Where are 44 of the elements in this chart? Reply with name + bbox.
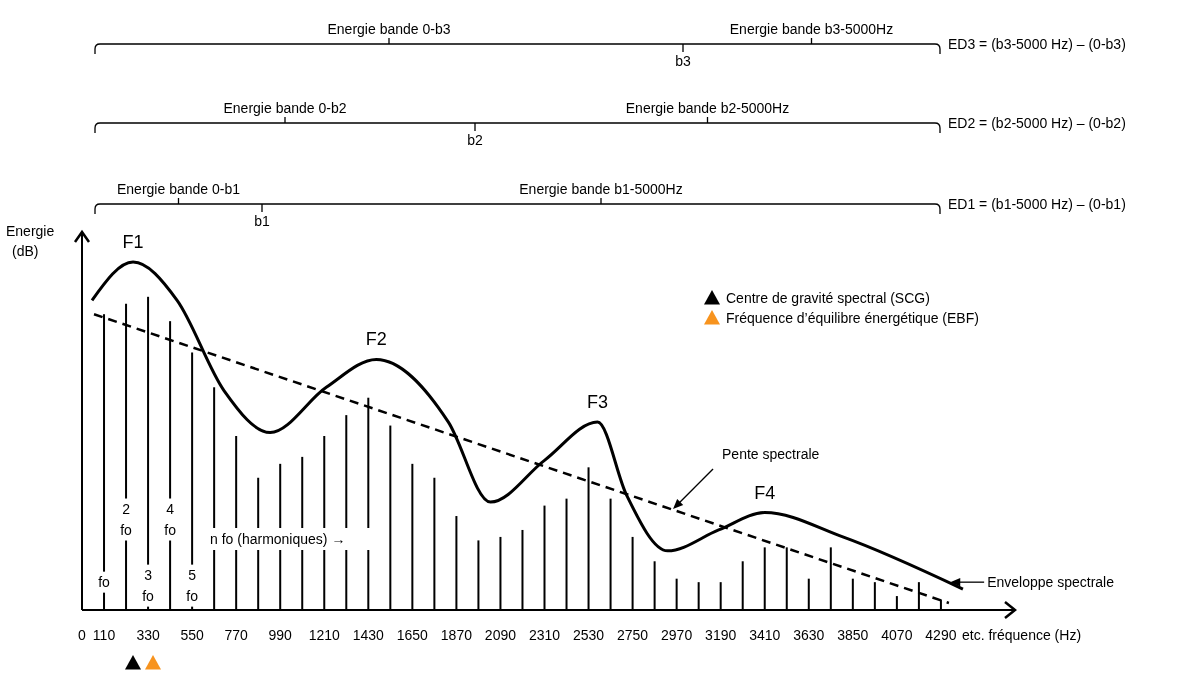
x-tick-label: 3410 [749, 627, 781, 643]
annotation: Fréquence d’équilibre énergétique (EBF) [726, 310, 979, 326]
annotation: F3 [587, 392, 609, 413]
x-axis-title: etc. fréquence (Hz) [962, 627, 1082, 643]
text: Energie bande b3-5000Hz [729, 21, 894, 37]
x-tick-label: 110 [92, 627, 116, 643]
x-tick-label: 3850 [837, 627, 869, 643]
x-tick-label: 2750 [617, 627, 649, 643]
annotation: F4 [754, 482, 776, 503]
x-tick-label: 4070 [881, 627, 913, 643]
x-tick-label: 2310 [528, 627, 561, 643]
annotation: Pente spectrale [722, 446, 820, 463]
x-tick-label: 1650 [396, 627, 429, 643]
text: Energie bande 0-b1 [117, 181, 241, 197]
text: ED3 = (b3-5000 Hz) – (0-b3) [948, 36, 1126, 52]
annotation: Enveloppe spectrale [987, 574, 1115, 591]
x-tick-label: 1210 [308, 627, 341, 643]
text: Energie bande b1-5000Hz [519, 181, 683, 197]
x-tick-label: 3190 [705, 627, 737, 643]
text: b1 [254, 213, 270, 229]
x-tick-label: 990 [268, 627, 293, 643]
text: Energie bande b2-5000Hz [625, 100, 790, 116]
annotation: F1 [122, 232, 144, 252]
x-tick-label: 2090 [484, 627, 517, 643]
x-tick-label: 2970 [661, 627, 693, 643]
x-tick-label: 1870 [440, 627, 473, 643]
x-tick-label: 1430 [352, 627, 385, 643]
x-tick-label: 3630 [793, 627, 825, 643]
annotation: n fo (harmoniques) → [210, 531, 346, 547]
y-axis-title: Energie (dB) [6, 223, 55, 259]
x-tick-label: 550 [180, 627, 205, 643]
text: b3 [675, 53, 691, 69]
x-tick-label: 4290 [925, 627, 957, 643]
x-tick-label: 0 [78, 627, 87, 643]
text: Energie bande 0-b3 [327, 21, 451, 37]
annotation: Centre de gravité spectral (SCG) [726, 290, 930, 306]
x-tick-label: 770 [224, 627, 249, 643]
x-tick-label: 330 [136, 627, 160, 643]
text: ED2 = (b2-5000 Hz) – (0-b2) [948, 115, 1126, 131]
text: ED1 = (b1-5000 Hz) – (0-b1) [948, 196, 1126, 212]
text: Energie bande 0-b2 [223, 100, 347, 116]
text: b2 [467, 132, 483, 148]
annotation: F2 [365, 329, 387, 350]
x-tick-label: 2530 [572, 627, 605, 643]
